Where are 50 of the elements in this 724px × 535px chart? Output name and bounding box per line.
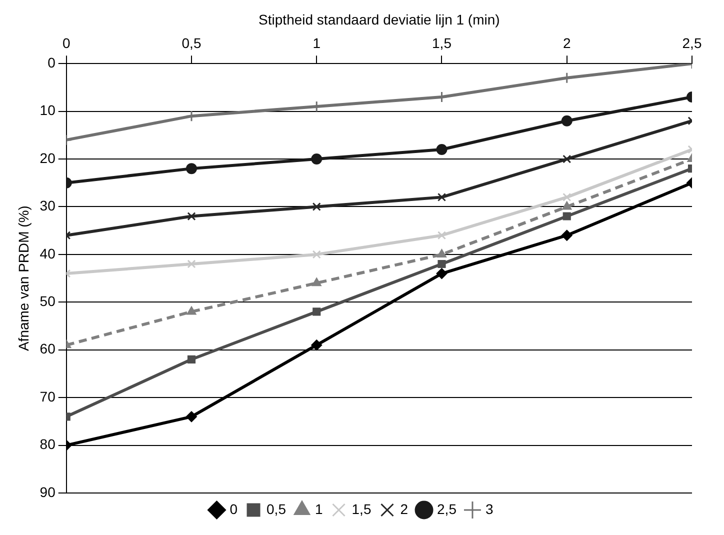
point — [186, 163, 197, 174]
point — [437, 231, 446, 240]
x-tick-label: 1,5 — [432, 35, 452, 52]
y-tick-label: 80 — [40, 436, 56, 452]
y-tick-label: 70 — [40, 388, 56, 404]
point — [187, 355, 196, 364]
point — [436, 268, 448, 280]
point — [562, 192, 572, 202]
point — [311, 340, 322, 351]
legend-label: 2 — [400, 500, 408, 517]
point — [436, 248, 447, 258]
point — [312, 202, 321, 212]
point — [187, 260, 196, 268]
point — [187, 212, 196, 221]
x-tick-label: 0,5 — [182, 35, 202, 52]
point — [437, 192, 446, 202]
legend-label: 1 — [314, 500, 323, 517]
point — [561, 115, 572, 126]
y-tick-label: 0 — [48, 54, 56, 70]
y-tick-label: 60 — [40, 340, 56, 357]
point — [186, 306, 196, 315]
point — [561, 72, 573, 84]
y-tick-label: 20 — [40, 150, 56, 166]
legend-label: 0 — [230, 500, 238, 517]
legend-label: 3 — [485, 500, 494, 517]
point — [436, 144, 448, 155]
point — [312, 250, 321, 259]
point — [186, 411, 197, 422]
x-axis-title: Stiptheid standaard deviatie lijn 1 (min) — [258, 11, 500, 28]
y-tick-label: 90 — [40, 484, 56, 500]
x-tick-label: 2,5 — [682, 35, 702, 52]
x-tick-label: 0 — [62, 35, 70, 52]
x-tick-label: 2 — [562, 35, 571, 52]
point — [561, 230, 572, 241]
y-tick-label: 10 — [40, 102, 56, 118]
y-tick-label: 50 — [40, 293, 56, 310]
point — [311, 154, 322, 165]
point — [562, 212, 571, 220]
point — [438, 260, 446, 268]
y-tick-label: 30 — [40, 198, 56, 214]
x-tick-label: 1 — [312, 35, 321, 52]
legend-label: 0,5 — [266, 500, 286, 517]
point — [312, 278, 322, 286]
y-axis-title: Afname van PRDM (%) — [15, 206, 32, 352]
legend-label: 1,5 — [352, 500, 372, 517]
point — [562, 201, 572, 210]
point — [312, 308, 321, 316]
point — [562, 154, 572, 164]
legend-label: 2,5 — [437, 500, 457, 517]
y-tick-label: 40 — [40, 245, 56, 262]
